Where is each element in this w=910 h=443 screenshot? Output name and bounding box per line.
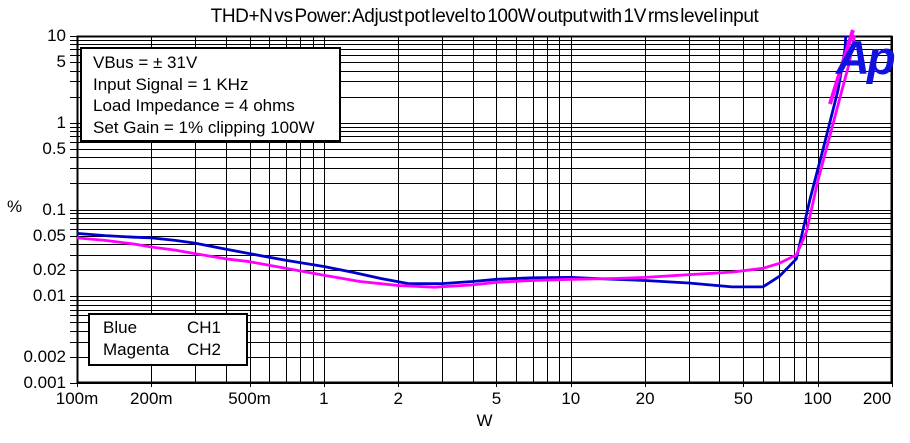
legend-channel-ch1: CH1	[187, 318, 222, 337]
y-tick-label: 0.05	[32, 225, 66, 245]
annotation-line-input-signal: Input Signal = 1 KHz	[93, 74, 249, 94]
plot-frame	[76, 35, 893, 384]
annotation-line-load-impedance: Load Impedance = 4 ohms	[93, 96, 295, 115]
x-tick-label: 20	[635, 389, 655, 408]
legend-trace-color-ch2: Magenta	[103, 340, 170, 359]
trace-legend-box: Blue CH1 Magenta CH2	[88, 313, 248, 366]
x-tick-label: 10	[561, 389, 581, 408]
audio-precision-logo: Ap	[836, 31, 896, 84]
annotation-line-set-gain: Set Gain = 1% clipping 100W	[93, 117, 315, 137]
y-tick-label: 0.001	[23, 373, 66, 392]
legend-channel-ch2: CH2	[187, 340, 222, 359]
legend-row-ch1: Blue CH1	[103, 317, 246, 339]
chart-title: THD+N vs Power: Adjust pot level to 100W…	[210, 6, 759, 27]
y-tick-label: 1	[56, 112, 66, 132]
y-tick-label: 0.02	[32, 260, 66, 280]
x-tick-label: 5	[491, 389, 502, 408]
y-tick-label: 10	[47, 26, 66, 45]
measurement-conditions-box: VBus = ± 31V Input Signal = 1 KHz Load I…	[80, 47, 341, 142]
trace-ch2	[77, 36, 856, 289]
annotation-line-vbus: VBus = ± 31V	[93, 53, 198, 72]
y-tick-label: 0.5	[42, 138, 66, 158]
legend-row-ch2: Magenta CH2	[103, 339, 246, 361]
ap-logo-slash-icon	[828, 29, 855, 105]
x-tick-label: 100m	[55, 389, 99, 408]
y-tick-label: 0.002	[23, 346, 66, 366]
legend-trace-color-ch1: Blue	[103, 318, 138, 337]
y-tick-label: 0.01	[32, 286, 66, 306]
x-tick-label: 50	[733, 389, 753, 408]
y-tick-label: 5	[56, 52, 66, 72]
x-tick-label: 500m	[228, 389, 271, 408]
x-tick-label: 200	[862, 389, 892, 408]
y-axis-unit-label: %	[7, 197, 23, 216]
y-tick-label: 0.1	[42, 199, 66, 219]
x-tick-label: 1	[319, 389, 329, 408]
x-tick-label: 2	[393, 389, 403, 408]
x-tick-label: 100	[803, 389, 832, 408]
x-axis-unit-label: W	[476, 411, 493, 430]
x-tick-label: 200m	[130, 389, 173, 408]
